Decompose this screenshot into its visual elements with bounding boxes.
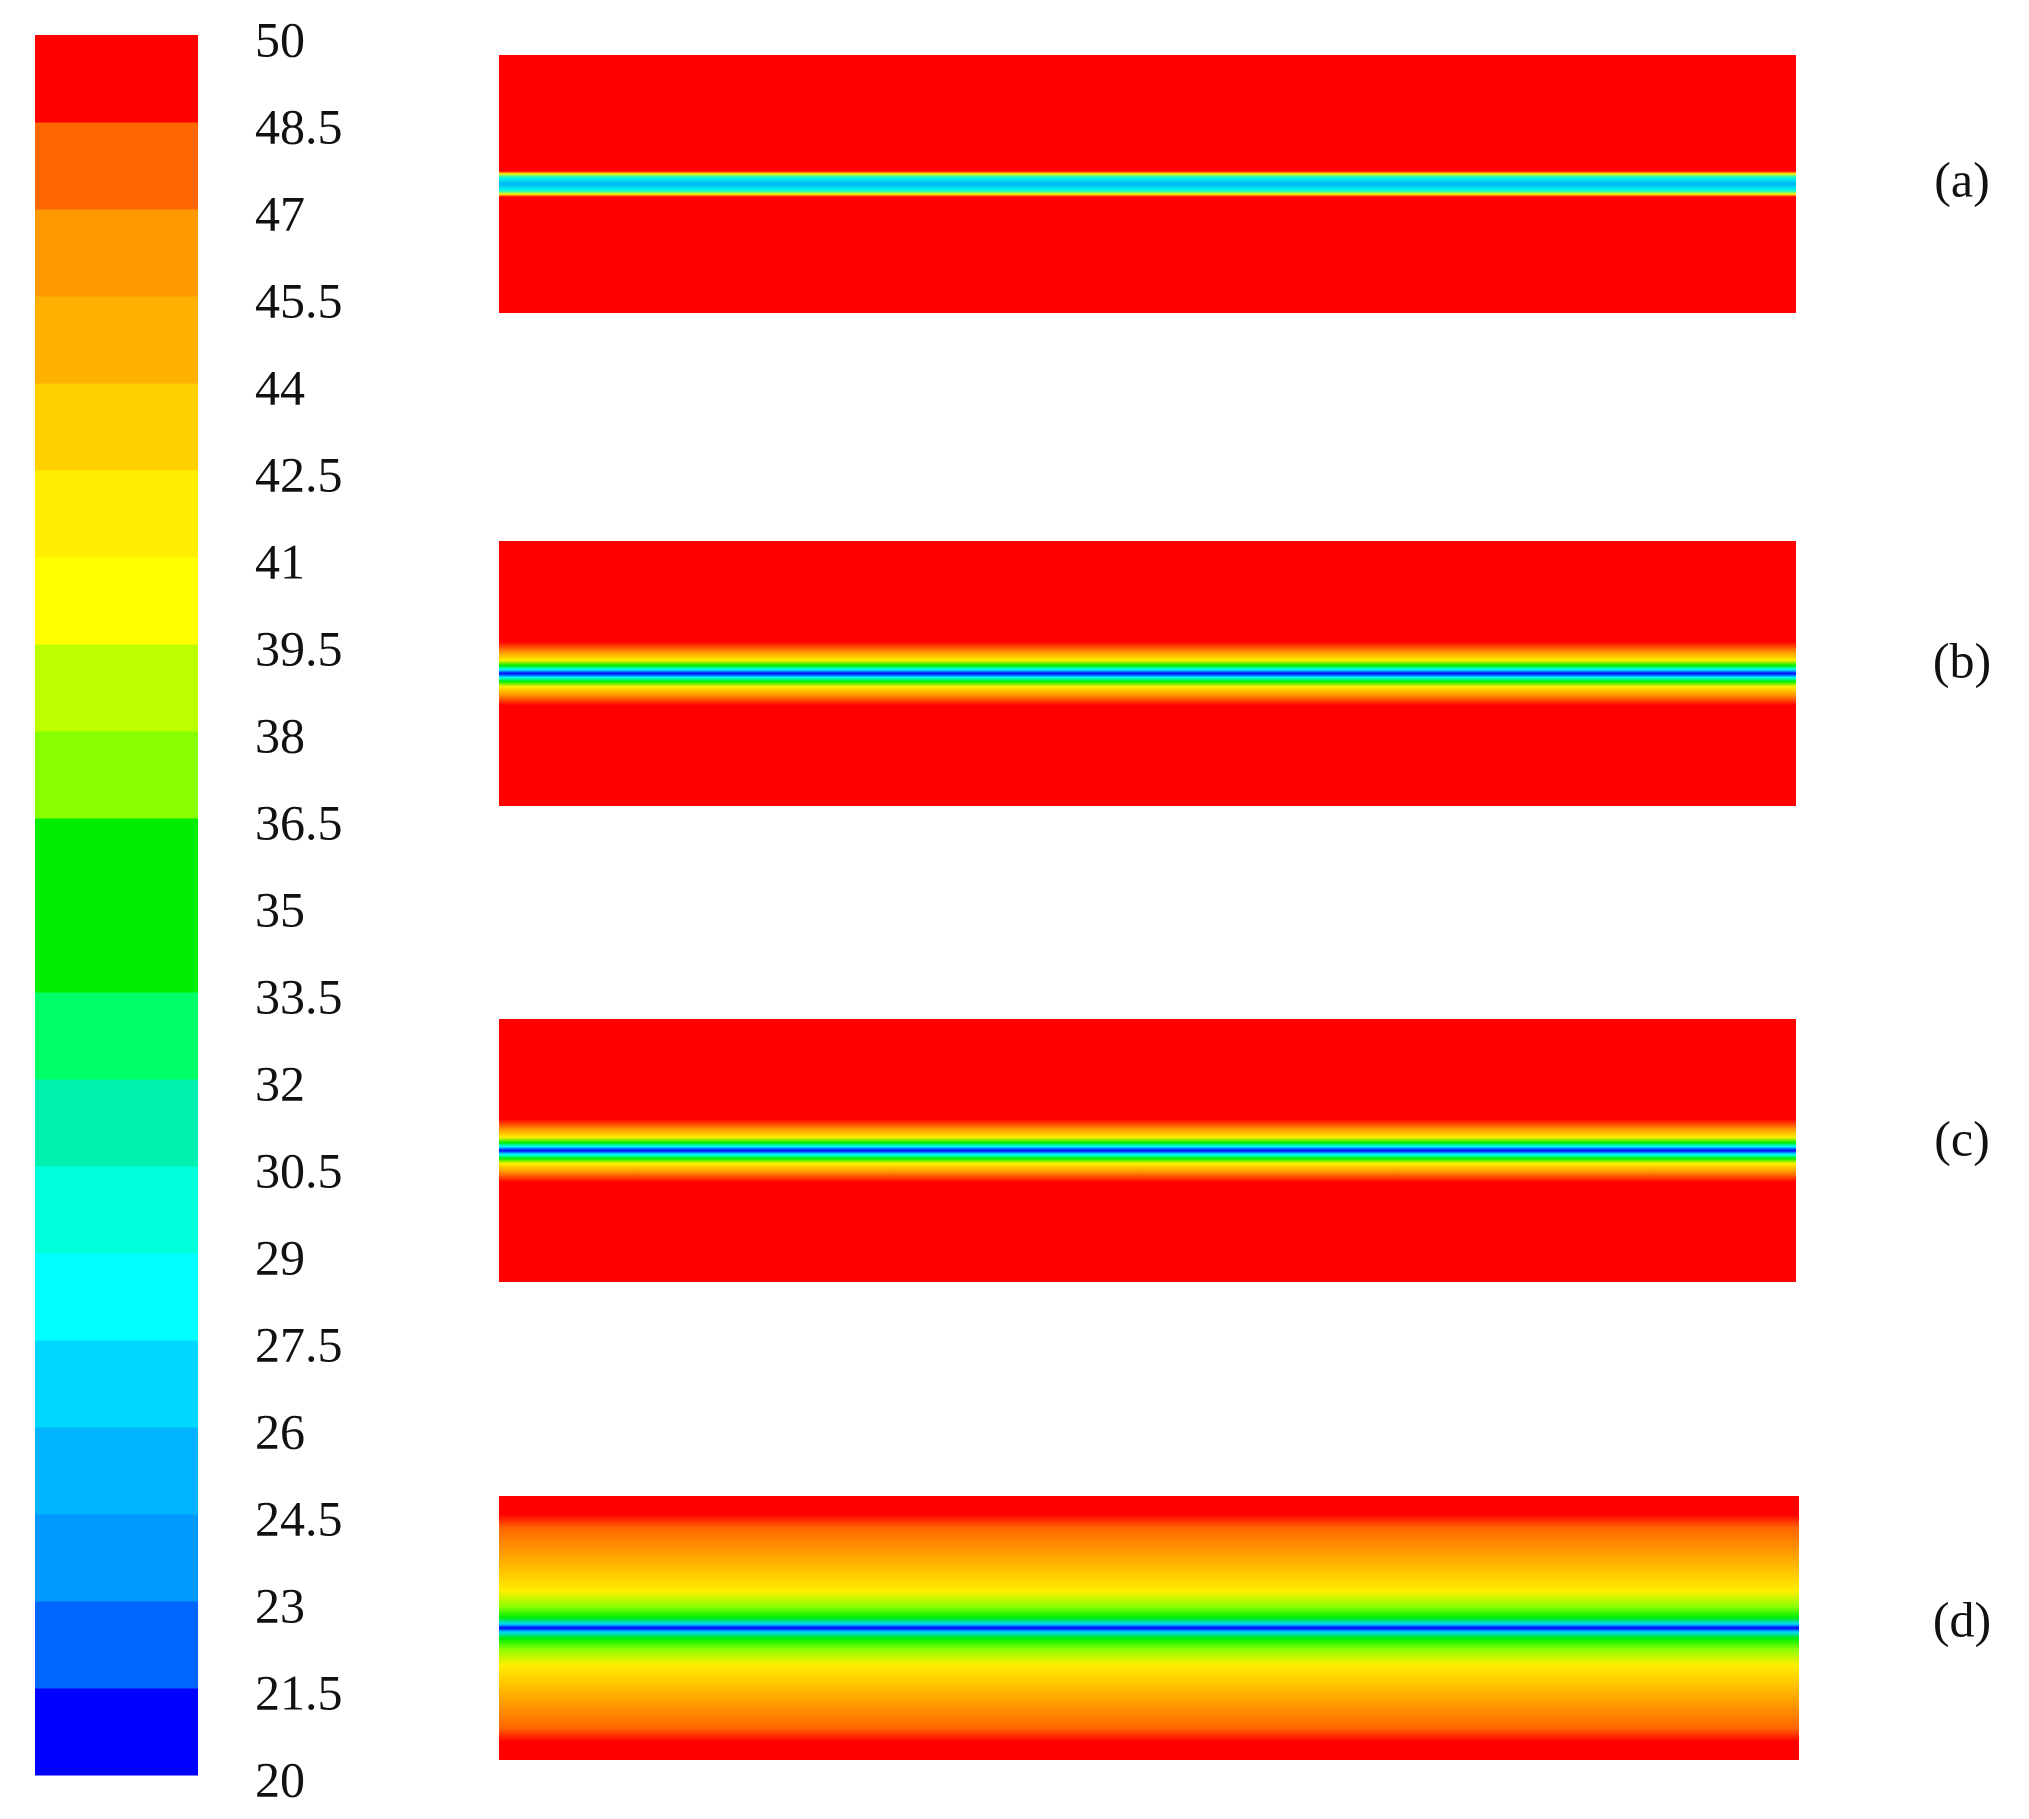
- colorbar-tick-label: 24.5: [255, 1490, 343, 1546]
- colorbar-tick-label: 21.5: [255, 1664, 343, 1720]
- colorbar-band: [35, 818, 198, 906]
- colorbar-band: [35, 209, 198, 297]
- colorbar-tick-label: 42.5: [255, 446, 343, 502]
- colorbar-band: [35, 1601, 198, 1689]
- contour-panel: [499, 1496, 1799, 1760]
- panel-label: (d): [1933, 1591, 1991, 1647]
- colorbar-tick-label: 36.5: [255, 794, 343, 850]
- panel-label: (b): [1933, 632, 1991, 688]
- colorbar-tick-label: 26: [255, 1403, 305, 1459]
- colorbar-band: [35, 470, 198, 558]
- colorbar-tick-label: 44: [255, 359, 305, 415]
- colorbar-tick-label: 27.5: [255, 1316, 343, 1372]
- panel-label: (a): [1934, 151, 1990, 207]
- colorbar-tick-label: 38: [255, 707, 305, 763]
- colorbar-band: [35, 1514, 198, 1602]
- colorbar-band: [35, 1253, 198, 1341]
- colorbar-band: [35, 557, 198, 645]
- colorbar-band: [35, 35, 198, 123]
- colorbar-band: [35, 644, 198, 732]
- contour-panel: [499, 55, 1796, 313]
- colorbar-band: [35, 731, 198, 819]
- colorbar-band: [35, 992, 198, 1080]
- colorbar-band: [35, 1079, 198, 1167]
- colorbar-tick-label: 23: [255, 1577, 305, 1633]
- colorbar-tick-label: 41: [255, 533, 305, 589]
- colorbar-tick-label: 39.5: [255, 620, 343, 676]
- colorbar-band: [35, 905, 198, 993]
- colorbar-band: [35, 383, 198, 471]
- colorbar-tick-label: 20: [255, 1751, 305, 1807]
- colorbar-tick-label: 50: [255, 11, 305, 67]
- colorbar-band: [35, 1688, 198, 1776]
- colorbar-tick-label: 45.5: [255, 272, 343, 328]
- colorbar-tick-label: 30.5: [255, 1142, 343, 1198]
- panel-label: (c): [1934, 1110, 1990, 1166]
- contour-panel: [499, 541, 1796, 806]
- contour-panel: [499, 1019, 1796, 1282]
- colorbar-band: [35, 1340, 198, 1428]
- colorbar-band: [35, 1166, 198, 1254]
- colorbar-band: [35, 122, 198, 210]
- colorbar-band: [35, 296, 198, 384]
- colorbar-tick-label: 35: [255, 881, 305, 937]
- colorbar-tick-label: 47: [255, 185, 305, 241]
- colorbar-tick-label: 29: [255, 1229, 305, 1285]
- colorbar-tick-label: 33.5: [255, 968, 343, 1024]
- colorbar-band: [35, 1427, 198, 1515]
- colorbar-tick-label: 48.5: [255, 98, 343, 154]
- colorbar-tick-label: 32: [255, 1055, 305, 1111]
